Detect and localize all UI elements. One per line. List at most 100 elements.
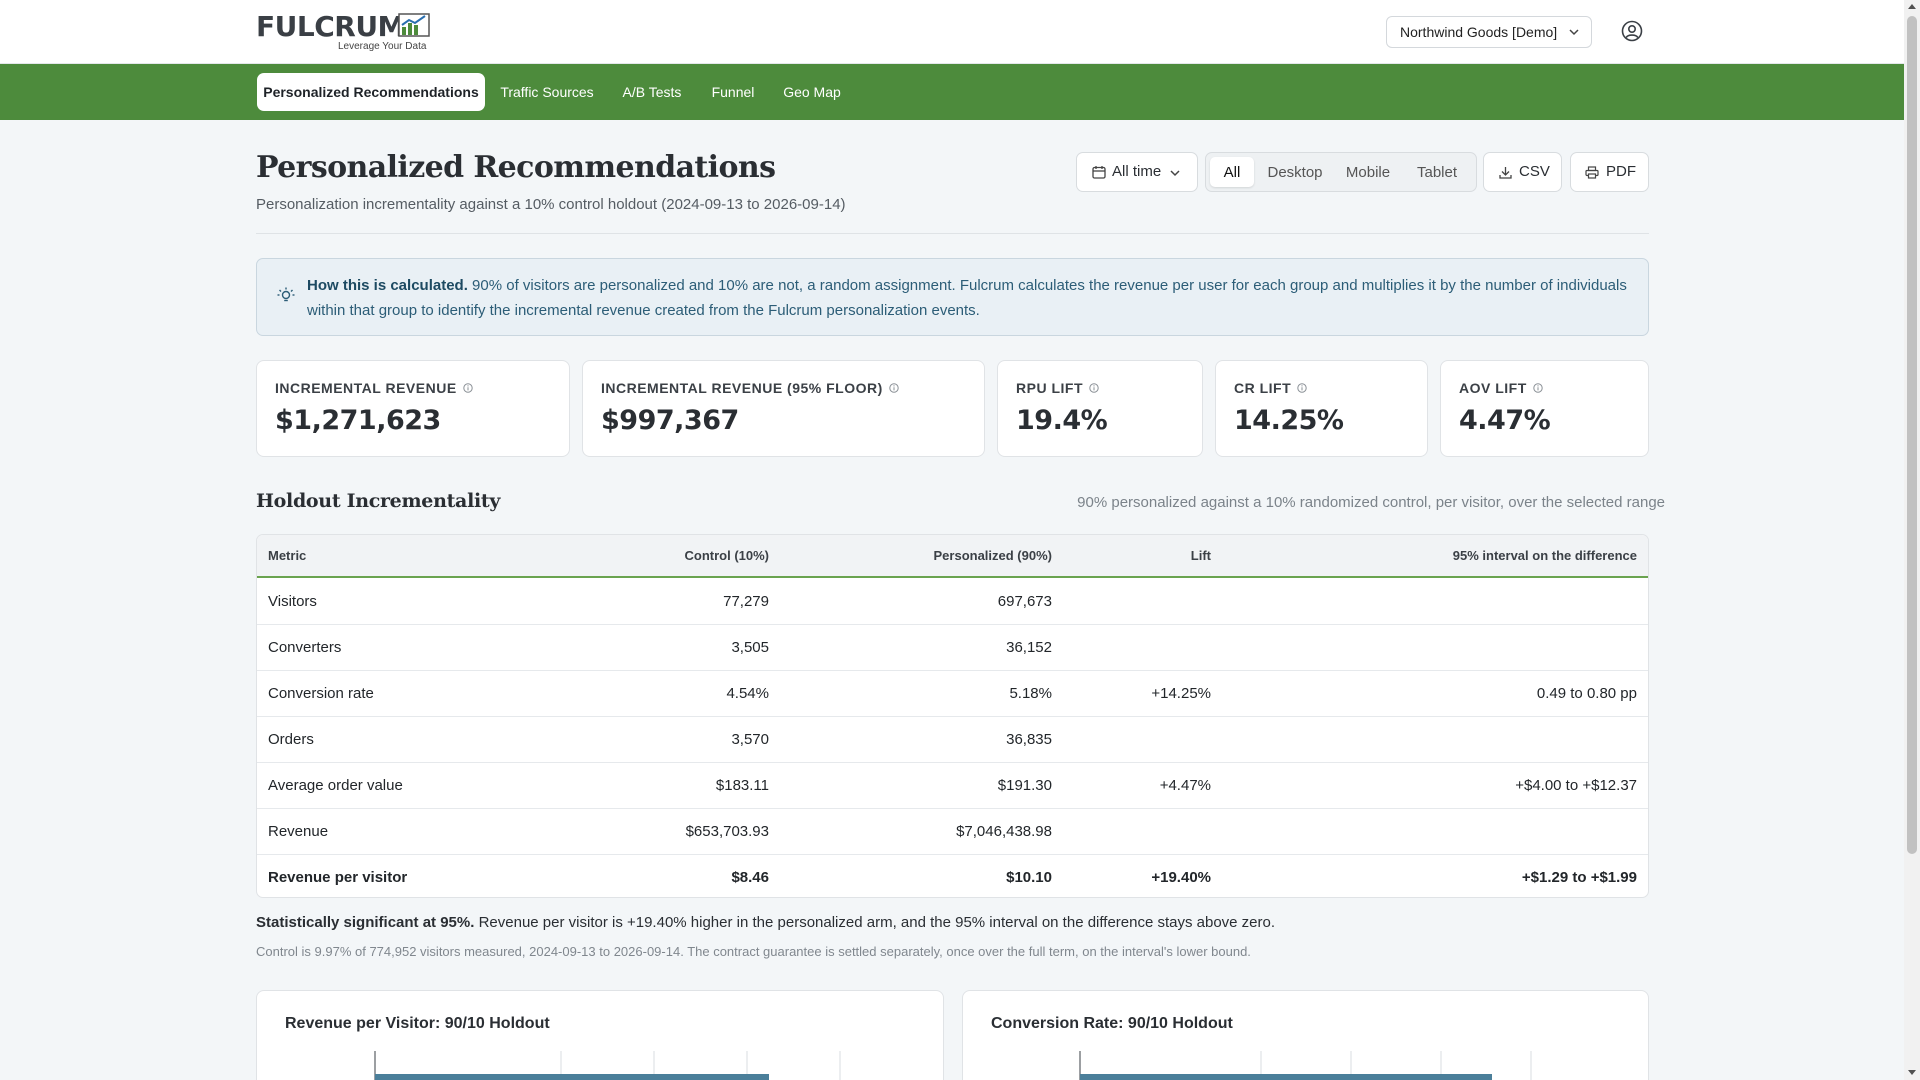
kpi-value: $1,271,623 bbox=[275, 405, 441, 436]
personalized-cell: 36,152 bbox=[1006, 639, 1052, 656]
tab-personalized-recommendations[interactable]: Personalized Recommendations bbox=[257, 73, 485, 111]
csv-button[interactable]: CSV bbox=[1483, 152, 1562, 192]
download-icon bbox=[1499, 167, 1512, 179]
kpi-card-aov-lift: AOV LIFT 4.47% bbox=[1440, 360, 1649, 457]
chevron-down-icon bbox=[1170, 170, 1180, 177]
metric-cell: Visitors bbox=[268, 593, 317, 610]
device-tablet[interactable]: Tablet bbox=[1416, 163, 1458, 181]
column-header-interval: 95% interval on the difference bbox=[1452, 548, 1637, 563]
interval-cell: 0.49 to 0.80 pp bbox=[1536, 685, 1637, 702]
info-lead: How this is calculated. bbox=[307, 277, 468, 294]
device-all[interactable]: All bbox=[1210, 157, 1254, 187]
tab-traffic-sources[interactable]: Traffic Sources bbox=[500, 84, 594, 100]
top-header: FULCRUM Leverage Your Data Northwind Goo… bbox=[0, 0, 1904, 64]
interval-cell: +$1.29 to +$1.99 bbox=[1521, 869, 1637, 886]
lift-cell: +19.40% bbox=[1151, 869, 1211, 886]
info-text: How this is calculated. 90% of visitors … bbox=[307, 273, 1627, 323]
holdout-section-note: 90% personalized against a 10% randomize… bbox=[1077, 494, 1665, 511]
info-icon[interactable] bbox=[1297, 383, 1307, 393]
holdout-section-title: Holdout Incrementality bbox=[256, 490, 501, 512]
scroll-down-arrow-icon[interactable] bbox=[1908, 1070, 1916, 1075]
control-cell: 4.54% bbox=[726, 685, 769, 702]
calculation-info-banner: How this is calculated. 90% of visitors … bbox=[256, 258, 1649, 336]
calendar-icon bbox=[1092, 166, 1106, 179]
header-divider bbox=[256, 233, 1649, 234]
personalized-cell: 697,673 bbox=[997, 593, 1052, 610]
kpi-value: 4.47% bbox=[1459, 405, 1551, 436]
pdf-button[interactable]: PDF bbox=[1570, 152, 1649, 192]
table-row: Revenue $653,703.93 $7,046,438.98 bbox=[257, 809, 1648, 855]
column-header-personalized: Personalized (90%) bbox=[933, 548, 1053, 563]
holdout-footnote: Control is 9.97% of 774,952 visitors mea… bbox=[256, 944, 1251, 959]
control-cell: 77,279 bbox=[723, 593, 769, 610]
scroll-up-arrow-icon[interactable] bbox=[1908, 4, 1916, 9]
user-circle-icon[interactable] bbox=[1621, 20, 1643, 42]
metric-cell: Orders bbox=[268, 731, 314, 748]
kpi-value: 19.4% bbox=[1016, 405, 1108, 436]
tab-geo-map[interactable]: Geo Map bbox=[783, 84, 841, 100]
conversion-rate-chart-card: Conversion Rate: 90/10 Holdout bbox=[962, 990, 1649, 1080]
kpi-card-cr-lift: CR LIFT 14.25% bbox=[1215, 360, 1428, 457]
scrollbar-thumb[interactable] bbox=[1907, 16, 1917, 854]
device-desktop[interactable]: Desktop bbox=[1267, 163, 1323, 181]
table-row: Revenue per visitor $8.46 $10.10 +19.40% +$1… bbox=[257, 855, 1648, 897]
personalized-cell: 36,835 bbox=[1006, 731, 1052, 748]
page-subtitle: Personalization incrementality against a… bbox=[256, 196, 846, 213]
kpi-label: CR LIFT bbox=[1234, 380, 1307, 396]
fulcrum-logo[interactable]: FULCRUM Leverage Your Data bbox=[256, 11, 436, 55]
page-title: Personalized Recommendations bbox=[256, 150, 776, 185]
logo-tagline: Leverage Your Data bbox=[338, 41, 427, 52]
metric-cell: Revenue bbox=[268, 823, 329, 840]
holdout-table: Metric Control (10%) Personalized (90%) … bbox=[256, 534, 1649, 898]
lift-cell: +14.25% bbox=[1151, 685, 1211, 702]
workspace-select[interactable]: Northwind Goods [Demo] bbox=[1386, 16, 1592, 48]
interval-cell: +$4.00 to +$12.37 bbox=[1515, 777, 1637, 794]
column-header-metric: Metric bbox=[268, 548, 307, 563]
revenue-per-visitor-chart bbox=[374, 1051, 841, 1080]
control-cell: $653,703.93 bbox=[685, 823, 769, 840]
metric-cell: Converters bbox=[268, 639, 342, 656]
control-cell: $183.11 bbox=[715, 777, 769, 794]
kpi-value: 14.25% bbox=[1234, 405, 1344, 436]
info-icon[interactable] bbox=[462, 383, 473, 393]
csv-label: CSV bbox=[1519, 163, 1550, 180]
pdf-label: PDF bbox=[1606, 163, 1636, 180]
personalized-cell: $10.10 bbox=[1006, 869, 1052, 886]
personalized-cell: $7,046,438.98 bbox=[956, 823, 1052, 840]
bar[interactable] bbox=[1080, 1074, 1492, 1080]
kpi-value: $997,367 bbox=[601, 405, 739, 436]
chart-logo-icon bbox=[398, 13, 430, 37]
workspace-label: Northwind Goods [Demo] bbox=[1400, 24, 1558, 40]
info-icon[interactable] bbox=[1089, 383, 1099, 393]
tab-ab-tests[interactable]: A/B Tests bbox=[622, 84, 682, 100]
table-row: Average order value $183.11 $191.30 +4.47% +… bbox=[257, 763, 1648, 809]
table-row: Orders 3,570 36,835 bbox=[257, 717, 1648, 763]
significance-statement: Statistically significant at 95%. Revenu… bbox=[256, 914, 1275, 931]
control-cell: 3,570 bbox=[731, 731, 769, 748]
tab-funnel[interactable]: Funnel bbox=[711, 84, 755, 100]
metric-cell: Average order value bbox=[268, 777, 403, 794]
date-range-select[interactable]: All time bbox=[1076, 152, 1198, 192]
control-cell: $8.46 bbox=[731, 869, 769, 886]
kpi-card-incremental-revenue: INCREMENTAL REVENUE $1,271,623 bbox=[256, 360, 570, 457]
device-mobile[interactable]: Mobile bbox=[1345, 163, 1391, 181]
column-header-control: Control (10%) bbox=[684, 548, 770, 563]
personalized-cell: 5.18% bbox=[1009, 685, 1052, 702]
significance-lead: Statistically significant at 95%. bbox=[256, 914, 475, 931]
kpi-label: RPU LIFT bbox=[1016, 380, 1099, 396]
chevron-down-icon bbox=[1569, 29, 1579, 36]
kpi-label: AOV LIFT bbox=[1459, 380, 1543, 396]
column-header-lift: Lift bbox=[1190, 548, 1211, 563]
conversion-rate-chart bbox=[1079, 1051, 1532, 1080]
table-row: Visitors 77,279 697,673 bbox=[257, 579, 1648, 625]
table-header-row: Metric Control (10%) Personalized (90%) … bbox=[257, 535, 1648, 578]
lift-cell: +4.47% bbox=[1159, 777, 1211, 794]
bar[interactable] bbox=[375, 1074, 769, 1080]
info-icon[interactable] bbox=[1533, 383, 1543, 393]
info-icon[interactable] bbox=[889, 383, 899, 393]
metric-cell: Conversion rate bbox=[268, 685, 374, 702]
logo-wordmark: FULCRUM bbox=[256, 10, 405, 43]
kpi-label: INCREMENTAL REVENUE bbox=[275, 380, 473, 396]
chart-title: Revenue per Visitor: 90/10 Holdout bbox=[285, 1015, 550, 1032]
significance-body: Revenue per visitor is +19.40% higher in… bbox=[474, 914, 1276, 931]
